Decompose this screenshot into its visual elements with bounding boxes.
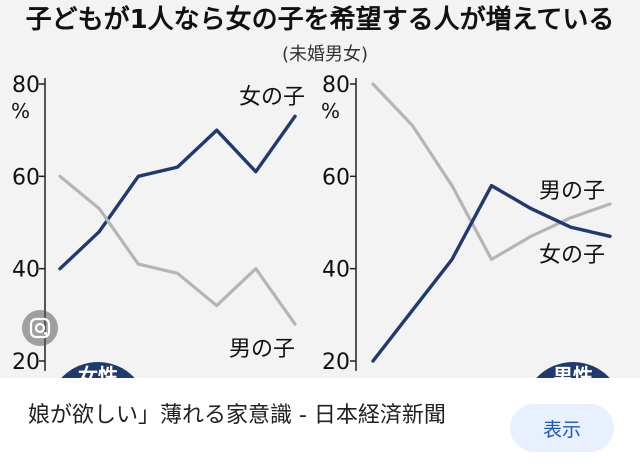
panel-badge-label: 女性: [78, 364, 118, 378]
series-line: [58, 174, 297, 326]
y-tick-label: 60: [322, 165, 350, 190]
series-line: [371, 183, 612, 363]
show-button[interactable]: 表示: [510, 404, 614, 452]
series-label: 女の子: [239, 85, 305, 110]
series-line: [58, 114, 297, 271]
series-label: 男の子: [229, 337, 295, 362]
google-lens-icon: [29, 317, 51, 339]
y-tick-label: 20: [322, 350, 350, 375]
series-label: 男の子: [539, 179, 605, 204]
chart-title: 子どもが1人なら女の子を希望する人が増えている: [26, 4, 615, 35]
panel-badge-label: 男性: [553, 364, 593, 378]
result-caption[interactable]: 娘が欲しい」薄れる家意識 - 日本経済新聞: [28, 403, 446, 428]
panel-badge: [61, 362, 135, 378]
y-unit-label: %: [321, 99, 340, 123]
y-tick-label: 60: [12, 165, 40, 190]
y-tick-label: 80: [322, 73, 350, 98]
chart-image[interactable]: 子どもが1人なら女の子を希望する人が増えている (未婚男女) 80 60 40 20%…: [0, 0, 640, 378]
y-tick-label: 20: [12, 350, 40, 375]
chart-svg: 子どもが1人なら女の子を希望する人が増えている (未婚男女) 80 60 40 20%…: [11, 4, 615, 378]
google-lens-button[interactable]: [22, 310, 58, 346]
series-line: [371, 82, 612, 261]
y-tick-label: 80: [12, 73, 40, 98]
y-unit-label: %: [11, 99, 30, 123]
series-label: 女の子: [539, 243, 605, 268]
y-tick-label: 40: [12, 258, 40, 283]
chart-subtitle: (未婚男女): [282, 44, 368, 65]
y-tick-label: 40: [322, 258, 350, 283]
panel-badge: [536, 362, 610, 378]
